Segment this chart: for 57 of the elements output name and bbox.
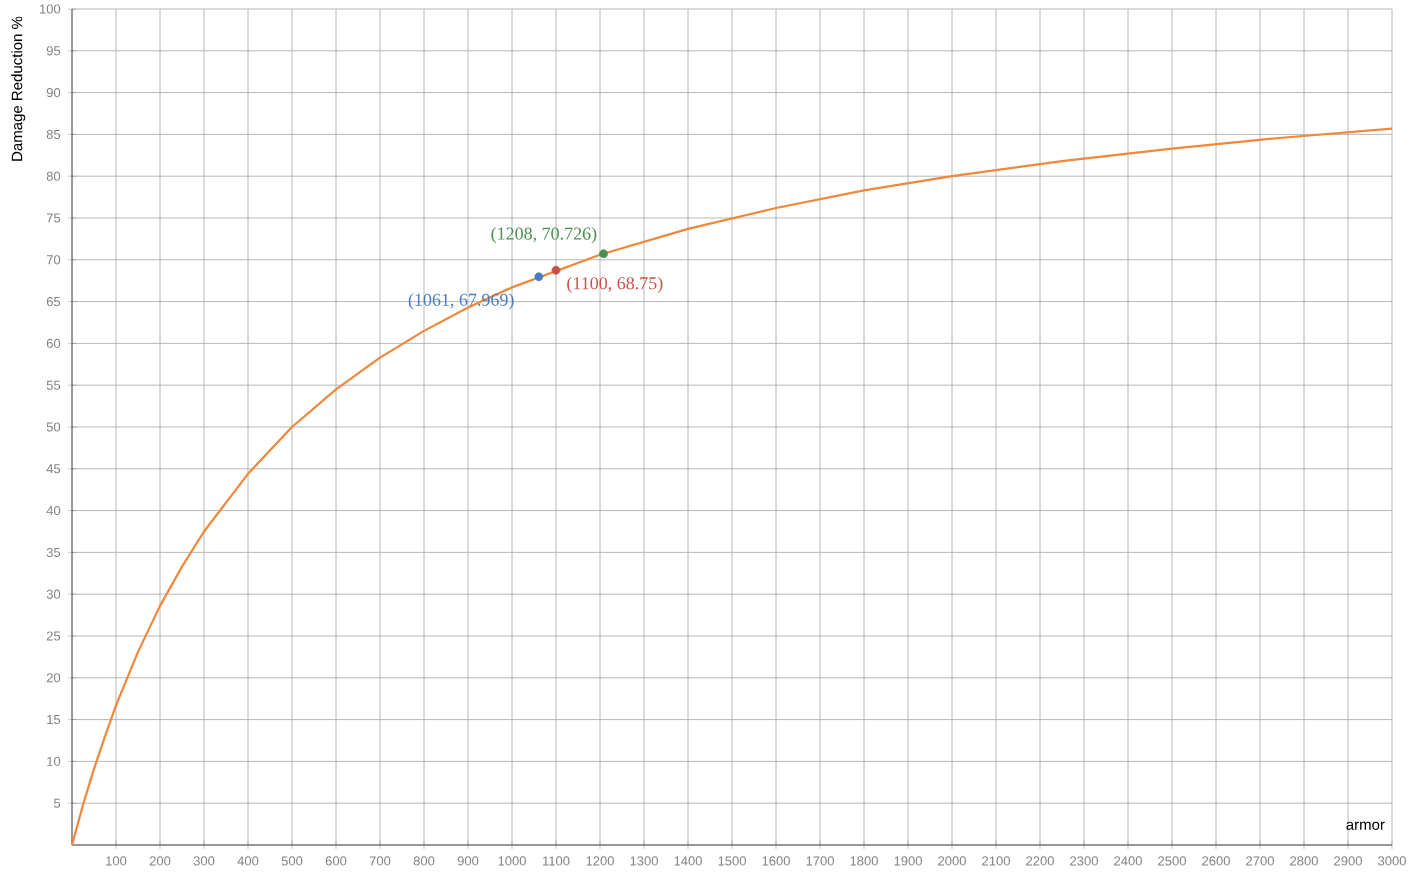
x-tick-label: 800 bbox=[413, 856, 435, 866]
x-tick-label: 1900 bbox=[894, 856, 922, 866]
x-axis-title: armor bbox=[1346, 821, 1385, 830]
x-tick-label: 1000 bbox=[498, 856, 526, 866]
x-tick-label: 1800 bbox=[850, 856, 878, 866]
point bbox=[551, 265, 561, 275]
y-tick-label: 5 bbox=[53, 798, 61, 808]
y-tick-label: 100 bbox=[39, 4, 61, 14]
y-tick-label: 20 bbox=[46, 673, 61, 683]
y-tick-label: 85 bbox=[46, 129, 61, 139]
x-tick-label: 2400 bbox=[1114, 856, 1142, 866]
y-axis-title: Damage Reduction % bbox=[11, 16, 26, 161]
x-tick-label: 2600 bbox=[1202, 856, 1230, 866]
annotation: (1208, 70.726) bbox=[491, 227, 597, 244]
x-tick-label: 2300 bbox=[1070, 856, 1098, 866]
annotation: (1100, 68.75) bbox=[567, 276, 663, 293]
x-tick-label: 2200 bbox=[1026, 856, 1054, 866]
y-tick-label: 25 bbox=[46, 631, 61, 641]
y-tick-label: 10 bbox=[47, 756, 61, 766]
x-tick-label: 1600 bbox=[762, 856, 790, 866]
x-tick-label: 2100 bbox=[982, 856, 1010, 866]
y-tick-label: 95 bbox=[46, 46, 61, 56]
y-tick-label: 40 bbox=[46, 506, 61, 516]
x-tick-label: 1100 bbox=[543, 856, 570, 866]
y-tick-label: 30 bbox=[46, 589, 61, 599]
x-tick-label: 2900 bbox=[1334, 856, 1362, 866]
x-tick-label: 400 bbox=[237, 856, 259, 866]
x-tick-label: 1500 bbox=[718, 856, 746, 866]
y-tick-label: 60 bbox=[46, 338, 61, 348]
x-tick-label: 1700 bbox=[806, 856, 834, 866]
x-tick-label: 1300 bbox=[630, 856, 658, 866]
x-tick-label: 900 bbox=[457, 856, 479, 866]
x-tick-label: 600 bbox=[325, 856, 347, 866]
y-tick-label: 80 bbox=[46, 171, 61, 181]
y-tick-label: 15 bbox=[47, 715, 61, 725]
x-tick-label: 2000 bbox=[938, 856, 966, 866]
y-tick-label: 65 bbox=[46, 297, 61, 307]
point bbox=[599, 249, 608, 259]
x-tick-label: 500 bbox=[281, 856, 303, 866]
x-tick-label: 2500 bbox=[1158, 856, 1186, 866]
y-tick-label: 75 bbox=[46, 213, 61, 223]
x-tick-label: 2700 bbox=[1246, 856, 1274, 866]
point bbox=[534, 272, 544, 282]
y-tick-label: 70 bbox=[46, 255, 61, 265]
y-tick-label: 50 bbox=[46, 422, 61, 432]
x-tick-label: 100 bbox=[106, 856, 127, 866]
y-tick-label: 35 bbox=[46, 547, 61, 557]
x-tick-label: 3000 bbox=[1378, 856, 1406, 866]
x-tick-label: 200 bbox=[149, 856, 171, 866]
y-tick-label: 55 bbox=[46, 380, 61, 390]
x-tick-label: 700 bbox=[369, 856, 391, 866]
x-tick-label: 300 bbox=[193, 856, 215, 866]
x-tick-label: 1200 bbox=[586, 856, 614, 866]
x-tick-label: 2800 bbox=[1290, 856, 1318, 866]
x-tick-label: 1400 bbox=[674, 856, 702, 866]
y-tick-label: 90 bbox=[46, 88, 61, 98]
y-tick-label: 45 bbox=[46, 464, 61, 474]
